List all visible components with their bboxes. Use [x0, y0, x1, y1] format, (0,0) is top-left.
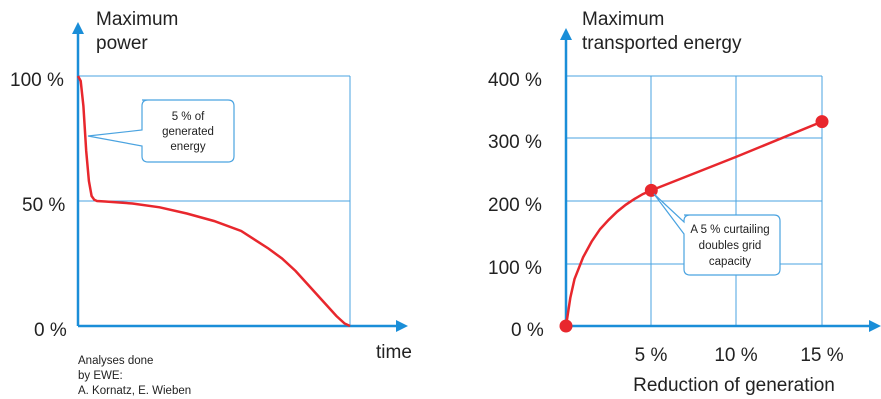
chart1-ylabel-line2: power: [96, 33, 148, 54]
credit-line2: by EWE:: [78, 370, 123, 382]
chart1-ytick-100: 100 %: [10, 70, 64, 91]
chart2-callout-line1: A 5 % curtailing: [690, 224, 769, 236]
chart-maximum-transported-energy: 400 % 300 % 200 % 100 % 0 % 5 % 10 % 15 …: [488, 9, 881, 396]
chart1-series-line: [76, 75, 351, 328]
chart2-ytick-200: 200 %: [488, 195, 542, 216]
chart2-ytick-400: 400 %: [488, 70, 542, 91]
chart2-ylabel-line2: transported energy: [582, 33, 742, 54]
chart1-grid: [78, 75, 351, 326]
chart1-y-axis-arrow: [72, 22, 84, 34]
chart2-data-point-2: [815, 115, 829, 129]
chart2-xlabel: Reduction of generation: [633, 375, 835, 396]
credit-line1: Analyses done: [78, 355, 153, 367]
chart2-callout: A 5 % curtailing doubles grid capacity: [653, 193, 781, 276]
chart2-xtick-5: 5 %: [635, 345, 668, 366]
chart2-data-point-1: [644, 183, 658, 197]
chart2-data-point-0: [559, 319, 573, 333]
chart1-callout-line3: energy: [170, 141, 205, 153]
chart1-callout: 5 % of generated energy: [87, 99, 235, 163]
credit-line3: A. Kornatz, E. Wieben: [78, 385, 191, 397]
chart-maximum-power: 100 % 50 % 0 % Maximum power time 5 % of…: [10, 9, 412, 363]
chart2-ytick-300: 300 %: [488, 132, 542, 153]
chart2-xtick-15: 15 %: [800, 345, 843, 366]
chart1-xlabel: time: [376, 342, 412, 363]
chart2-callout-line3: capacity: [709, 256, 751, 268]
chart1-ytick-50: 50 %: [22, 195, 65, 216]
chart2-x-axis-arrow: [869, 320, 881, 332]
chart1-x-axis-arrow: [396, 320, 408, 332]
chart2-grid: [566, 75, 823, 326]
chart1-ylabel-line1: Maximum: [96, 9, 178, 30]
chart2-xtick-10: 10 %: [714, 345, 757, 366]
chart2-markers: [559, 115, 829, 333]
chart1-callout-line1: 5 % of: [172, 111, 205, 123]
chart2-ytick-100: 100 %: [488, 258, 542, 279]
chart2-callout-box: [653, 193, 781, 276]
credit: Analyses done by EWE: A. Kornatz, E. Wie…: [78, 355, 191, 397]
chart2-y-axis-arrow: [560, 28, 572, 40]
chart1-callout-line2: generated: [162, 126, 214, 138]
chart2-ytick-0: 0 %: [511, 320, 544, 341]
chart1-callout-box: [87, 99, 235, 163]
chart2-callout-line2: doubles grid: [699, 240, 762, 252]
chart1-ytick-0: 0 %: [34, 320, 67, 341]
chart2-ylabel-line1: Maximum: [582, 9, 664, 30]
